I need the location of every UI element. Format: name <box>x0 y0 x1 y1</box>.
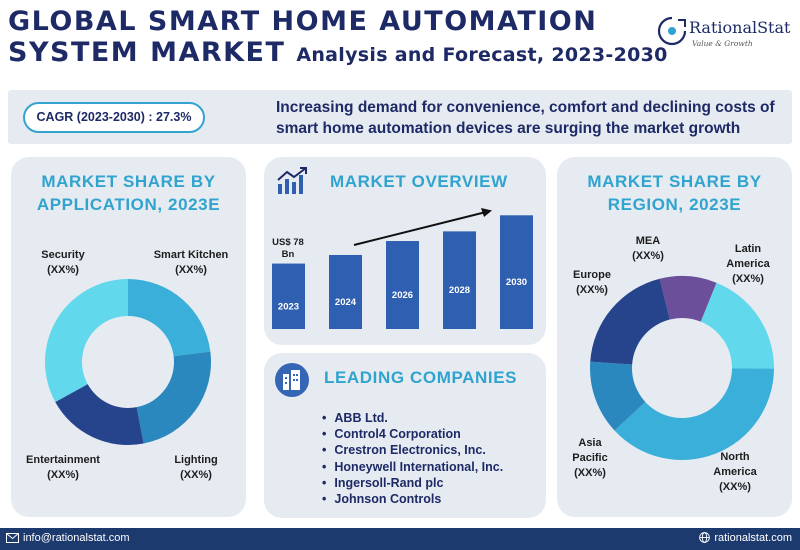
bar-label-2030: 2030 <box>506 277 527 288</box>
bar-2024 <box>329 254 362 329</box>
application-donut-chart <box>45 279 211 445</box>
app-label-smart-kitchen: Smart Kitchen (XX%) <box>153 249 229 276</box>
market-growth-icon <box>277 167 307 194</box>
slice-entertainment <box>55 384 144 445</box>
globe-icon <box>699 532 711 543</box>
company-item: Johnson Controls <box>322 491 503 507</box>
bar-2030 <box>500 215 533 329</box>
title-line-1: GLOBAL SMART HOME AUTOMATION <box>8 6 598 37</box>
company-logo: RationalStat Value & Growth <box>656 12 792 52</box>
region-label-mea: MEA (XX%) <box>632 235 664 262</box>
region-donut-chart <box>590 276 774 461</box>
footer-bar: info@rationalstat.com rationalstat.com <box>0 528 800 550</box>
app-label-security: Security (XX%) <box>41 249 85 276</box>
slice-europe <box>590 278 670 365</box>
bar-2023 <box>272 263 305 329</box>
slice-smart-kitchen <box>128 279 211 357</box>
bar-label-2026: 2026 <box>392 290 413 301</box>
logo-name: RationalStat <box>689 18 791 37</box>
bar-label-2023: 2023 <box>278 301 299 312</box>
title-main: SYSTEM MARKET <box>8 37 286 68</box>
market-overview-bar-chart: 2023 2024 2026 2028 2030 <box>272 208 533 329</box>
slice-security <box>45 279 128 402</box>
slice-asia-pacific <box>590 361 646 431</box>
region-label-europe: Europe (XX%) <box>573 269 611 296</box>
region-label-asia-pacific: Asia Pacific (XX%) <box>572 437 608 479</box>
companies-title: LEADING COMPANIES <box>324 368 518 387</box>
building-icon <box>275 363 309 397</box>
trend-arrow-line <box>353 211 487 246</box>
logo-tagline: Value & Growth <box>692 39 753 48</box>
bar-label-2024: 2024 <box>335 297 357 308</box>
trend-arrow-head <box>481 208 492 217</box>
application-title: MARKET SHARE BY APPLICATION, 2023E <box>36 172 221 214</box>
mail-icon <box>6 533 19 543</box>
cagr-badge: CAGR (2023-2030) : 27.3% <box>23 102 205 133</box>
slice-mea <box>659 276 717 322</box>
bar-2026 <box>386 241 419 329</box>
region-title: MARKET SHARE BY REGION, 2023E <box>587 172 762 214</box>
company-item: Honeywell International, Inc. <box>322 459 503 475</box>
company-item: Crestron Electronics, Inc. <box>322 442 503 458</box>
cagr-description: Increasing demand for convenience, comfo… <box>276 99 775 137</box>
companies-list: ABB Ltd. Control4 Corporation Crestron E… <box>322 410 503 507</box>
page-title: GLOBAL SMART HOME AUTOMATION SYSTEM MARK… <box>8 6 668 71</box>
company-item: Control4 Corporation <box>322 426 503 442</box>
region-label-latin-america: Latin America (XX%) <box>726 243 770 285</box>
bar-label-2028: 2028 <box>449 285 470 296</box>
overview-title: MARKET OVERVIEW <box>330 172 508 191</box>
logo-mark-icon <box>657 16 687 46</box>
footer-website[interactable]: rationalstat.com <box>699 532 792 544</box>
title-line-2: SYSTEM MARKET Analysis and Forecast, 202… <box>8 37 668 71</box>
app-label-lighting: Lighting (XX%) <box>174 454 218 481</box>
company-item: ABB Ltd. <box>322 410 503 426</box>
slice-latin-america <box>700 282 774 369</box>
region-label-north-america: North America (XX%) <box>713 451 757 493</box>
cagr-banner: CAGR (2023-2030) : 27.3% Increasing dema… <box>8 90 792 144</box>
company-item: Ingersoll-Rand plc <box>322 475 503 491</box>
slice-north-america <box>614 368 774 461</box>
footer-email[interactable]: info@rationalstat.com <box>6 532 130 544</box>
title-suffix: Analysis and Forecast, 2023-2030 <box>296 44 668 66</box>
overview-value-label: US$ 78 Bn <box>272 237 304 260</box>
bar-2028 <box>443 231 476 329</box>
slice-lighting <box>136 351 211 444</box>
app-label-entertainment: Entertainment (XX%) <box>26 454 100 481</box>
